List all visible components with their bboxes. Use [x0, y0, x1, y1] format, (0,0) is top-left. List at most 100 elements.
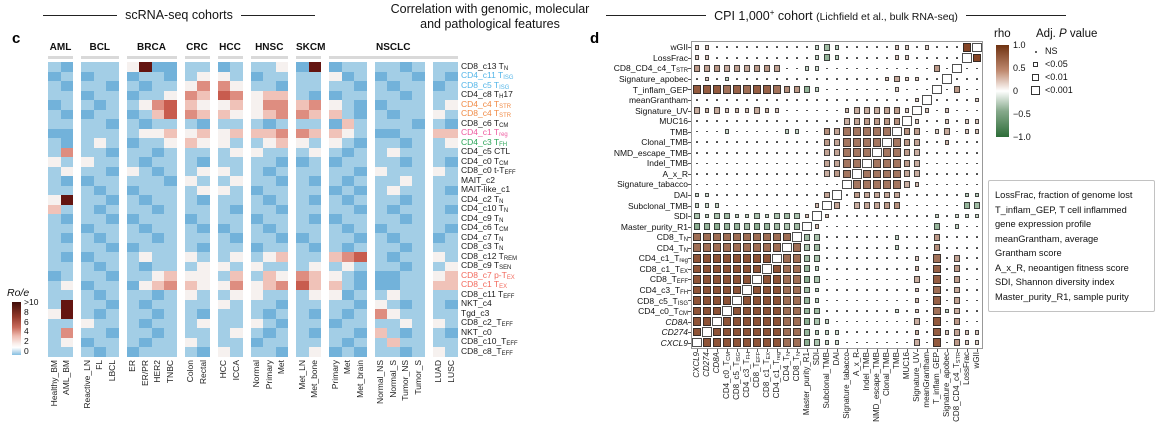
- c-heatmap-cell: [164, 128, 177, 138]
- c-heatmap-cell: [93, 252, 106, 262]
- d-matrix-cell: [792, 285, 802, 295]
- c-heatmap-cell: [354, 109, 367, 119]
- d-matrix-cell: [833, 149, 841, 157]
- d-matrix-ns-dot: [976, 173, 978, 175]
- c-heatmap-cell: [126, 261, 139, 271]
- d-matrix-ns-dot: [866, 78, 868, 80]
- d-matrix-diagonal-cell: [772, 253, 782, 263]
- d-matrix-ns-dot: [926, 341, 928, 344]
- d-matrix-cell: [882, 159, 892, 168]
- d-matrix-cell: [713, 107, 721, 114]
- c-heatmap-cell: [139, 81, 152, 91]
- d-matrix-cell: [752, 306, 762, 316]
- c-heatmap-cell: [164, 71, 177, 81]
- d-matrix-cell: [824, 329, 830, 335]
- d-matrix-ns-dot: [796, 173, 798, 175]
- c-heatmap-cell: [164, 242, 177, 252]
- c-heatmap-cell: [275, 280, 288, 290]
- c-heatmap-cell: [250, 81, 263, 91]
- c-heatmap-cell: [374, 280, 387, 290]
- c-heatmap-cell: [151, 81, 164, 91]
- c-heatmap-cell: [341, 62, 354, 72]
- d-matrix-ns-dot: [796, 67, 798, 70]
- d-matrix-ns-dot: [736, 46, 738, 49]
- d-matrix-ns-dot: [706, 130, 708, 133]
- d-matrix-cell: [873, 117, 881, 125]
- correlation-header-line1: Correlation with genomic, molecular: [390, 2, 590, 16]
- c-heatmap-cell: [197, 328, 210, 338]
- c-heatmap-cell: [197, 157, 210, 167]
- c-heatmap-cell: [184, 128, 197, 138]
- d-matrix-ns-dot: [786, 141, 788, 144]
- c-heatmap-cell: [48, 195, 61, 205]
- d-matrix-ns-dot: [976, 268, 978, 270]
- c-heatmap-cell: [445, 71, 458, 81]
- c-heatmap-cell: [164, 62, 177, 72]
- c-heatmap-cell: [126, 252, 139, 262]
- d-matrix-cell: [702, 264, 712, 274]
- d-matrix-diagonal-cell: [782, 243, 792, 253]
- c-heatmap-cell: [230, 214, 243, 224]
- d-matrix-cell: [893, 107, 901, 114]
- c-heatmap-cell: [230, 337, 243, 347]
- cpi-cohort-header: CPI 1,000+ cohort (Lichfield et al., bul…: [606, 8, 1067, 23]
- d-col-tick: [937, 348, 938, 352]
- d-matrix-ns-dot: [976, 151, 978, 154]
- c-heatmap-cell: [374, 195, 387, 205]
- d-matrix-ns-dot: [876, 46, 878, 49]
- d-matrix-ns-dot: [836, 183, 838, 186]
- d-matrix-diagonal-cell: [722, 306, 732, 316]
- d-matrix-cell: [724, 108, 730, 113]
- c-col-label: LUAD: [433, 360, 444, 383]
- c-heatmap-cell: [60, 290, 73, 300]
- d-matrix-cell: [893, 202, 901, 209]
- d-matrix-cell: [913, 138, 921, 146]
- d-col-label: CD4_c0_TCM: [722, 352, 732, 399]
- d-matrix-cell: [933, 223, 941, 231]
- c-heatmap-cell: [308, 223, 321, 233]
- c-heatmap-cell: [354, 176, 367, 186]
- d-matrix-ns-dot: [716, 78, 718, 80]
- d-matrix-ns-dot: [776, 57, 778, 59]
- d-matrix-cell: [772, 285, 782, 295]
- c-heatmap-cell: [445, 138, 458, 148]
- d-row-label: T_inflam_GEP: [632, 84, 688, 95]
- c-heatmap-cell: [341, 147, 354, 157]
- rho-legend-tick: 1.0: [1013, 40, 1026, 50]
- d-matrix-ns-dot: [746, 46, 748, 49]
- c-heatmap-cell: [217, 62, 230, 72]
- c-heatmap-cell: [197, 299, 210, 309]
- c-heatmap-cell: [184, 90, 197, 100]
- c-heatmap-cell: [263, 90, 276, 100]
- c-heatmap-cell: [217, 147, 230, 157]
- c-heatmap-cell: [250, 233, 263, 243]
- d-matrix-ns-dot: [806, 183, 808, 186]
- d-matrix-ns-dot: [966, 299, 968, 302]
- c-heatmap-cell: [106, 90, 119, 100]
- c-heatmap-cell: [308, 119, 321, 129]
- c-heatmap-cell: [60, 157, 73, 167]
- c-heatmap-cell: [296, 223, 309, 233]
- c-heatmap-cell: [184, 119, 197, 129]
- c-heatmap-cell: [275, 204, 288, 214]
- d-matrix-cell: [813, 318, 821, 325]
- c-heatmap-cell: [60, 128, 73, 138]
- c-heatmap-cell: [139, 185, 152, 195]
- d-col-tick: [767, 348, 768, 352]
- d-matrix-cell: [853, 202, 861, 209]
- d-row-label: Master_purity_R1: [620, 221, 688, 232]
- d-matrix-ns-dot: [836, 225, 838, 228]
- d-matrix-cell: [823, 191, 831, 199]
- c-heatmap-cell: [308, 337, 321, 347]
- d-matrix-cell: [773, 212, 781, 220]
- c-heatmap-cell: [432, 62, 445, 72]
- c-col-label: ER: [127, 360, 138, 372]
- d-matrix-cell: [904, 44, 910, 50]
- c-row-label: CD8_c13 TN: [461, 60, 509, 72]
- d-matrix-ns-dot: [966, 310, 968, 312]
- c-heatmap-cell: [341, 128, 354, 138]
- c-heatmap-cell: [106, 176, 119, 186]
- d-matrix-ns-dot: [726, 120, 728, 122]
- c-heatmap-cell: [387, 166, 400, 176]
- c-heatmap-cell: [296, 214, 309, 224]
